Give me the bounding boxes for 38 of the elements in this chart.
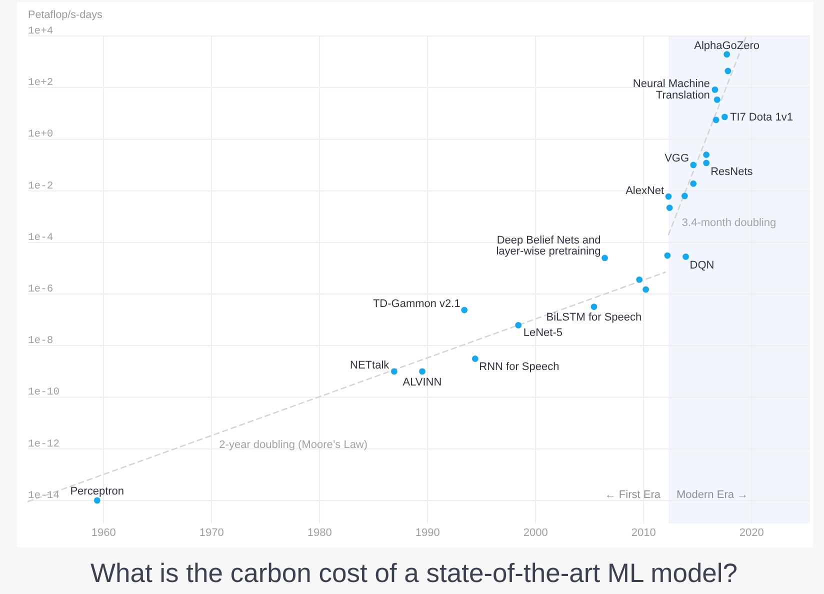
annotation: LeNet-5 [523, 327, 563, 340]
x-tick-label: 2020 [739, 527, 764, 539]
x-tick-label: 1980 [307, 527, 332, 539]
y-tick-label: 1e-4 [28, 232, 54, 244]
annotation: ← First Era [604, 489, 662, 501]
series-label: 2-year doubling (Moore’s Law) [219, 438, 368, 451]
annotation: Neural Machine Translation [632, 78, 710, 102]
x-tick-label: 1970 [199, 527, 224, 539]
band-label: Modern Era → [676, 489, 748, 501]
annotation: Deep Belief Nets and layer-wise pretraining [496, 234, 601, 258]
y-tick-label: 1e+4 [28, 26, 54, 38]
annotation: TI7 Dota 1v1 [730, 111, 793, 124]
annotation: ALVINN [402, 376, 442, 388]
y-axis-title: Petaflop/s-days [28, 9, 104, 21]
y-tick-label: 1e-12 [28, 438, 60, 450]
annotation: AlexNet [626, 184, 664, 197]
y-tick-label: 1e-10 [28, 386, 60, 399]
annotation: DQN [690, 260, 714, 272]
annotation: ResNets [710, 166, 754, 178]
annotation: NETtalk [350, 359, 390, 372]
annotation: RNN for Speech [479, 361, 560, 374]
y-tick-label: 1e+0 [28, 128, 54, 141]
y-tick-label: 1e+2 [28, 77, 54, 90]
annotation: TD-Gammon v2.1 [372, 298, 460, 310]
text: What is the carbon cost of a state-of-the-art ML model? [90, 558, 738, 588]
x-tick-label: 1960 [91, 527, 116, 539]
annotation: VGG [664, 152, 690, 165]
annotation: AlphaGoZero [694, 40, 760, 52]
y-tick-label: 1e-2 [28, 180, 54, 192]
x-tick-label: 2000 [523, 527, 548, 539]
y-tick-label: 1e-14 [28, 490, 60, 502]
annotation: Perceptron [70, 485, 124, 498]
x-tick-label: 1990 [415, 527, 440, 539]
y-tick-label: 1e-8 [28, 335, 54, 348]
series-label: 3.4-month doubling [682, 216, 776, 229]
y-tick-label: 1e-6 [28, 284, 54, 296]
annotation: BiLSTM for Speech [546, 311, 642, 324]
x-tick-label: 2010 [631, 527, 656, 539]
